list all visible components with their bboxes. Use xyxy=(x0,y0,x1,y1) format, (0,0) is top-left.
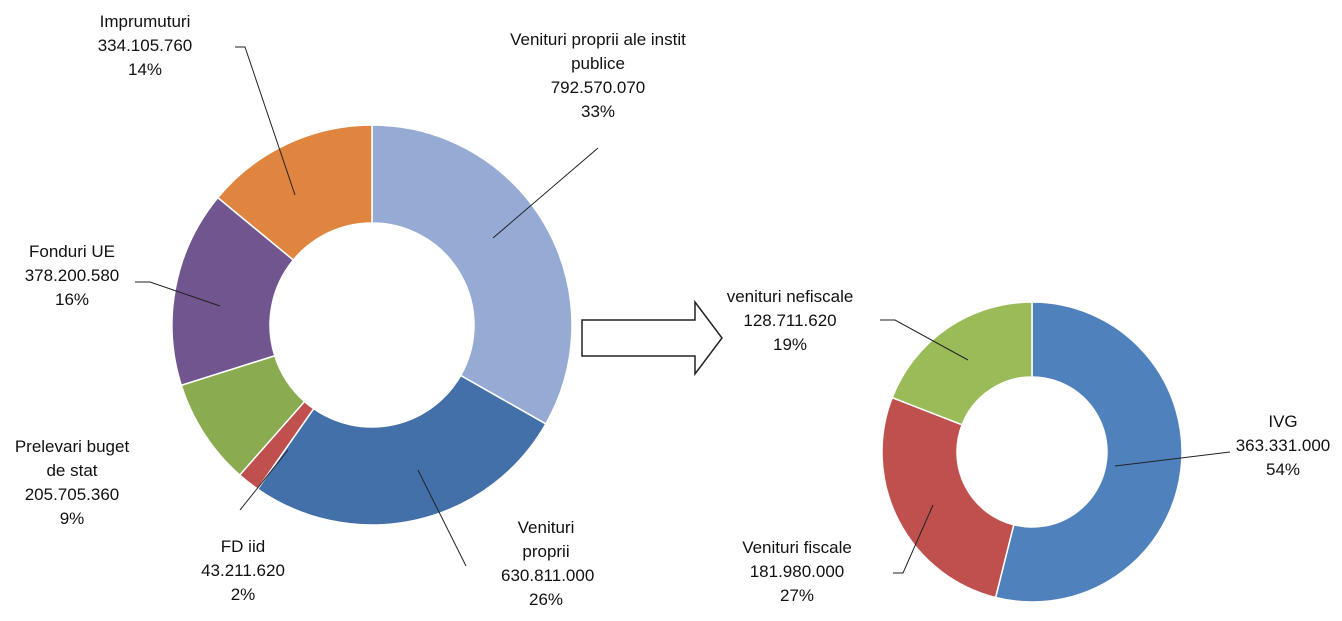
label-name: venituri nefiscale xyxy=(726,287,854,306)
donut-slice xyxy=(371,124,573,425)
label-name: IVG xyxy=(1268,412,1298,431)
donut-slice xyxy=(216,124,373,262)
label-percent: 16% xyxy=(54,290,90,309)
leader-line xyxy=(417,469,467,567)
label-value: 128.711.620 xyxy=(743,311,837,330)
label-name: FD iid xyxy=(220,537,266,556)
data-label: Venituri proprii ale instit publice 792.5… xyxy=(503,28,693,124)
leader-line xyxy=(135,281,221,307)
label-percent: 54% xyxy=(1265,460,1301,479)
data-label: Prelevari buget de stat 205.705.360 9% xyxy=(10,435,135,531)
leader-line xyxy=(235,46,296,196)
data-label: Fonduri UE 378.200.580 16% xyxy=(7,240,137,312)
data-label: Venituri proprii 630.811.000 26% xyxy=(501,516,595,612)
label-name: Venituri fiscale xyxy=(742,538,852,557)
label-percent: 9% xyxy=(59,509,85,528)
donut-slice xyxy=(881,396,1015,599)
data-label: FD iid 43.211.620 2% xyxy=(188,535,298,607)
leader-line xyxy=(1114,451,1231,467)
arrow xyxy=(581,299,723,377)
label-percent: 33% xyxy=(580,102,616,121)
label-name: Imprumuturi xyxy=(99,12,191,31)
label-value: 630.811.000 xyxy=(501,566,595,585)
donut-slice xyxy=(994,301,1183,603)
label-value: 378.200.580 xyxy=(24,266,120,285)
data-label: venituri nefiscale 128.711.620 19% xyxy=(705,285,875,357)
label-name: Fonduri UE xyxy=(29,242,115,261)
label-name: Venituri proprii ale instit publice xyxy=(510,30,686,73)
label-name: Venituri proprii xyxy=(517,518,575,561)
label-name: Prelevari buget de stat xyxy=(14,437,130,480)
leader-line xyxy=(492,147,599,239)
data-label: Venituri fiscale 181.980.000 27% xyxy=(712,536,882,608)
label-percent: 14% xyxy=(127,60,163,79)
label-value: 792.570.070 xyxy=(550,78,646,97)
label-percent: 2% xyxy=(230,585,256,604)
label-value: 181.980.000 xyxy=(749,562,845,581)
label-percent: 27% xyxy=(779,586,815,605)
label-value: 205.705.360 xyxy=(24,485,120,504)
label-value: 43.211.620 xyxy=(201,561,285,580)
data-label: Imprumuturi 334.105.760 14% xyxy=(80,10,210,82)
donut-slice xyxy=(256,374,547,526)
leader-line xyxy=(239,449,289,511)
donut-slice xyxy=(891,301,1033,426)
leader-line xyxy=(880,319,969,361)
label-value: 334.105.760 xyxy=(97,36,193,55)
label-percent: 26% xyxy=(528,590,564,609)
label-value: 363.331.000 xyxy=(1235,436,1331,455)
label-percent: 19% xyxy=(772,335,808,354)
leader-line xyxy=(893,504,934,574)
data-label: IVG 363.331.000 54% xyxy=(1218,410,1342,482)
